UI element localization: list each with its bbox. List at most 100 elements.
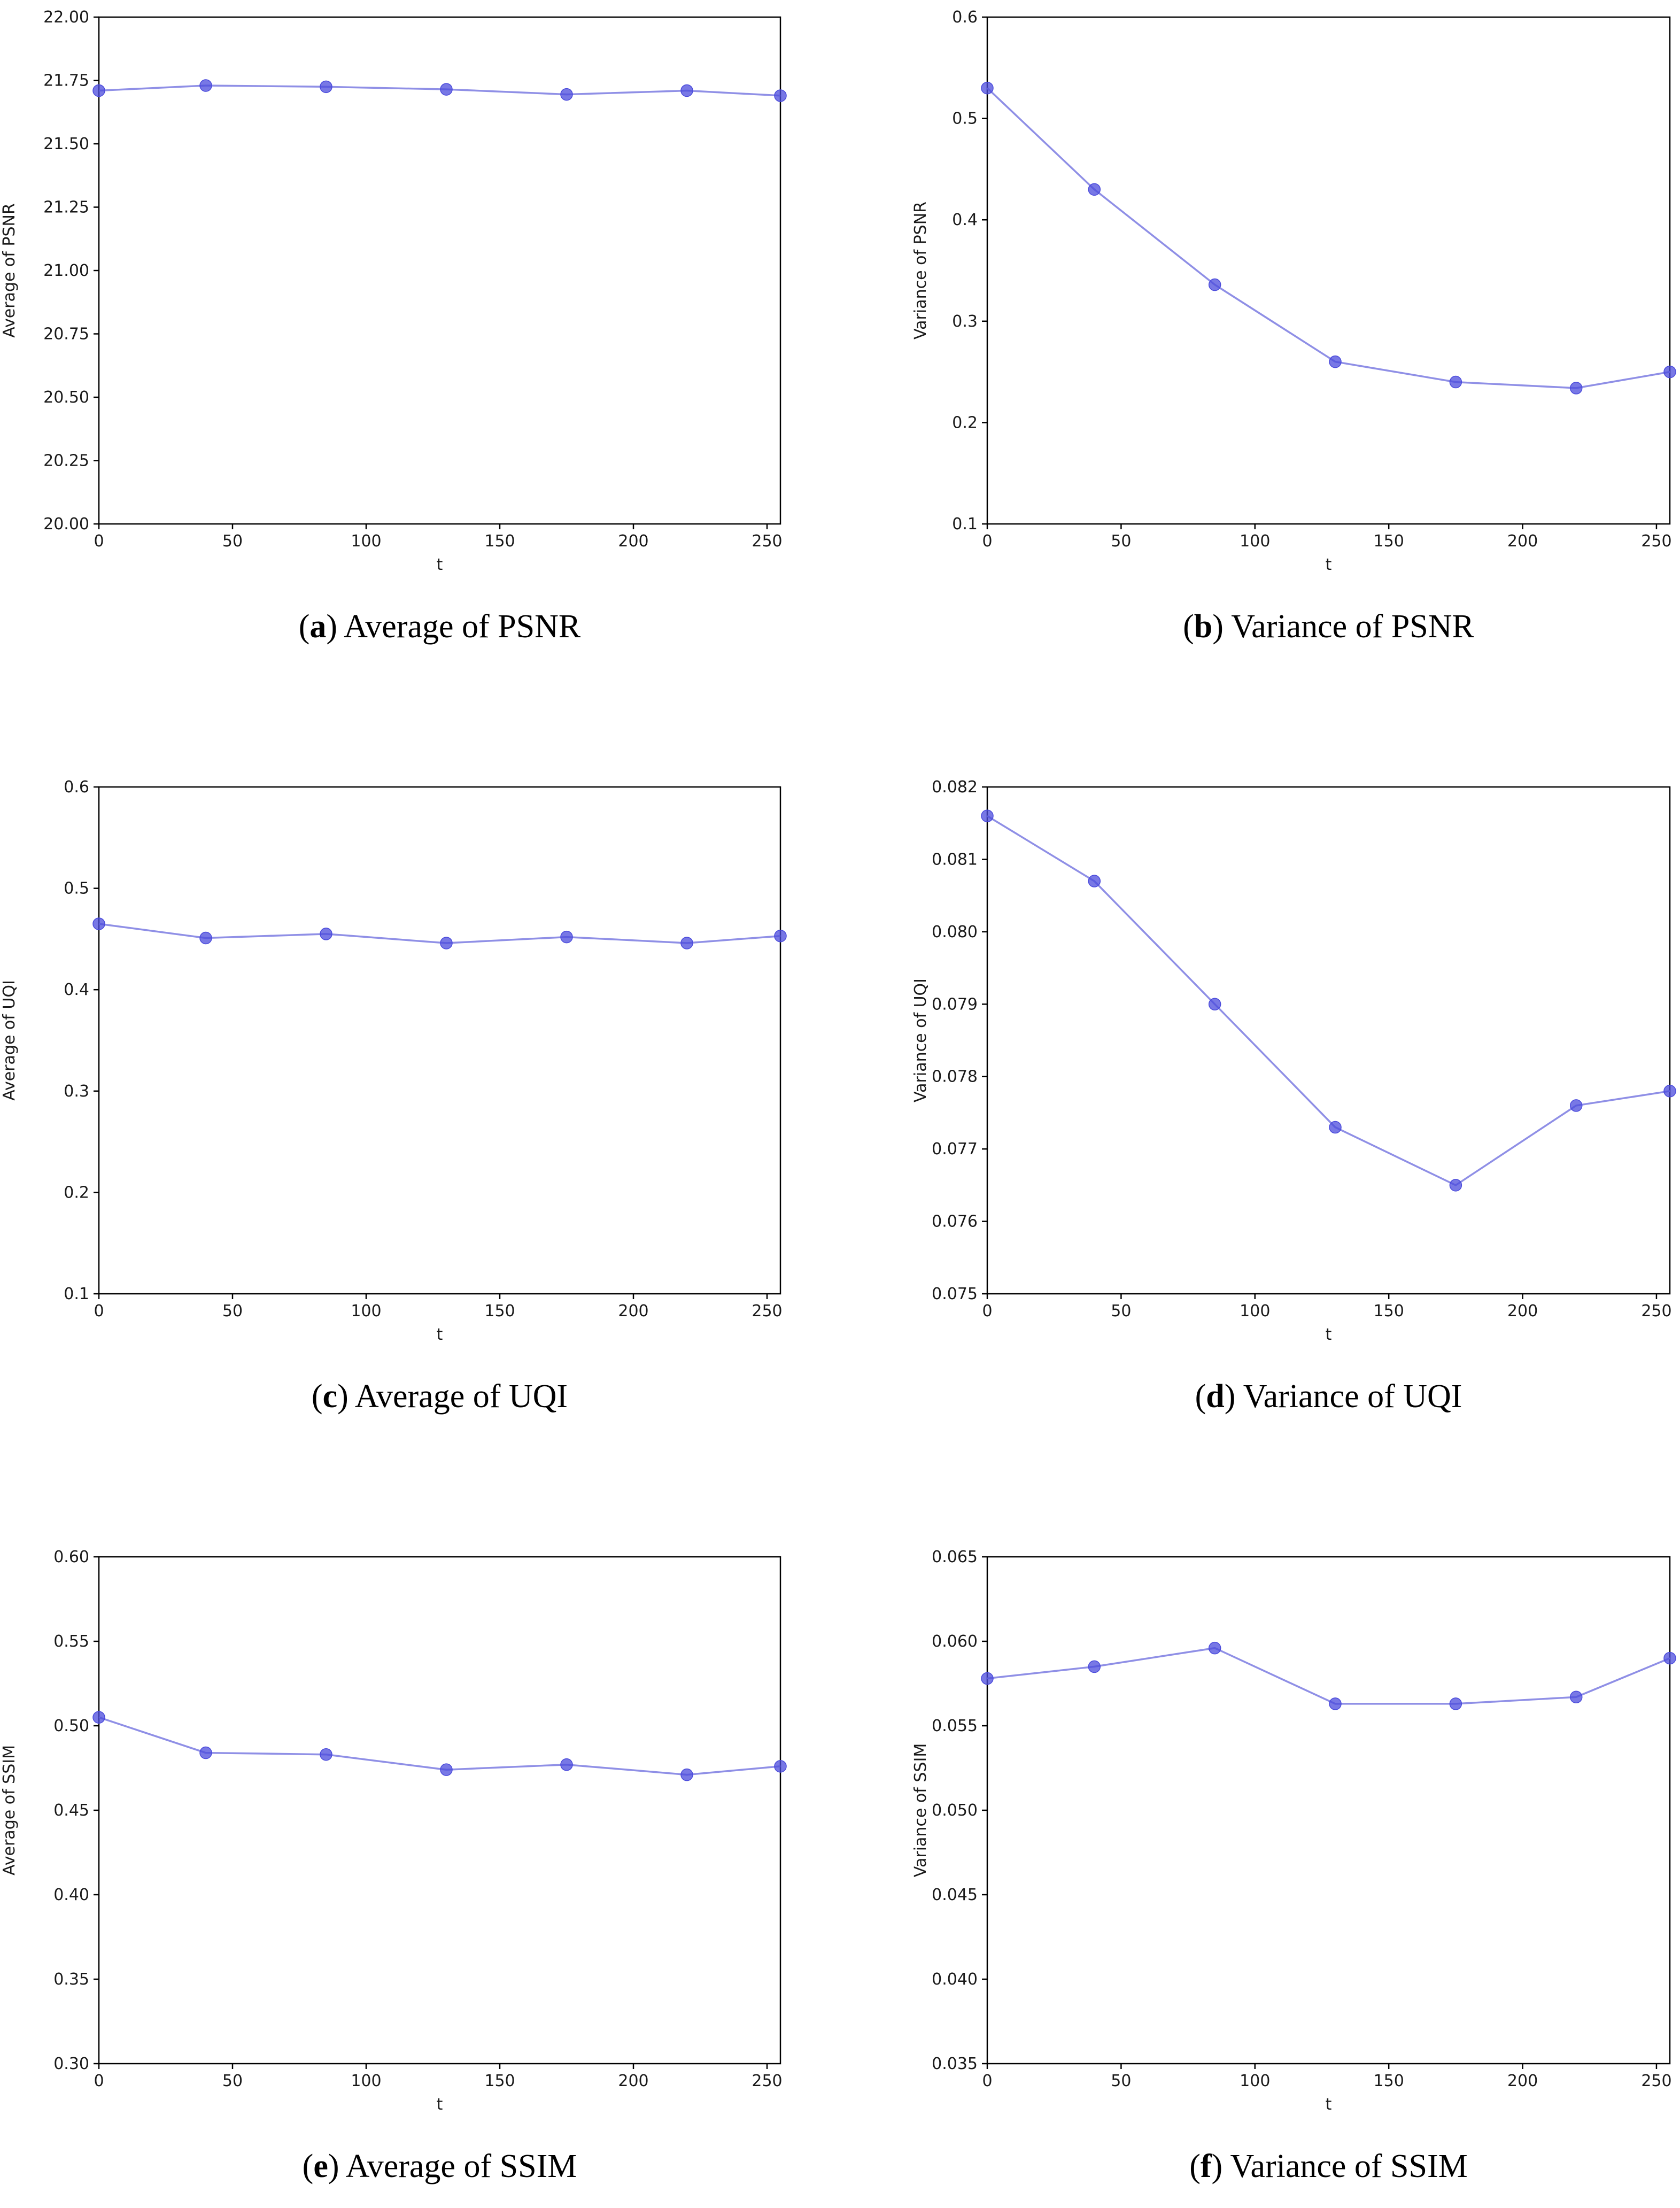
- x-tick-label: 50: [1111, 532, 1131, 551]
- x-tick-label: 150: [1374, 1302, 1404, 1321]
- y-tick-label: 0.077: [932, 1140, 978, 1159]
- plot-frame: [986, 786, 1671, 1295]
- data-point: [560, 88, 573, 101]
- x-tick-label: 50: [222, 1302, 243, 1321]
- data-point: [1329, 355, 1342, 368]
- panel-caption: (d) Variance of UQI: [1195, 1378, 1462, 1415]
- x-tick-label: 0: [94, 532, 104, 551]
- data-point: [320, 1748, 332, 1761]
- caption-text: Average of PSNR: [344, 608, 581, 645]
- data-point: [199, 1746, 212, 1759]
- panel-caption: (f) Variance of SSIM: [1189, 2148, 1468, 2184]
- data-point: [1569, 382, 1583, 395]
- data-point: [680, 84, 693, 97]
- data-point: [199, 79, 212, 92]
- x-tick-label: 100: [1240, 532, 1270, 551]
- caption-letter: c: [323, 1378, 338, 1415]
- chart-panel-e: 0 50 100 150 200 250 0.30 0.35 0.40 0.45 0.50 0.55 0…: [0, 1548, 787, 2184]
- x-tick-label: 0: [982, 2072, 992, 2090]
- caption-letter: f: [1201, 2148, 1212, 2184]
- x-tick-label: 100: [351, 2072, 381, 2090]
- series-line: [986, 87, 1670, 389]
- chart-panel-a: 0 50 100 150 200 250 20.00 20.25 20.50 20.75 21.00…: [0, 8, 787, 645]
- y-tick-label: 0.055: [932, 1717, 978, 1735]
- y-tick-label: 0.078: [932, 1068, 978, 1086]
- caption-letter: e: [313, 2148, 328, 2184]
- data-point: [981, 81, 994, 95]
- y-tick-label: 21.00: [43, 261, 89, 280]
- x-tick-label: 150: [484, 532, 515, 551]
- data-point: [1663, 365, 1676, 379]
- data-point: [560, 1758, 573, 1771]
- panel-caption: (c) Average of UQI: [312, 1378, 568, 1415]
- y-tick-label: 21.25: [43, 198, 89, 217]
- data-point: [320, 928, 332, 940]
- x-tick-label: 200: [1507, 2072, 1538, 2090]
- x-tick-label: 50: [222, 532, 243, 551]
- x-tick-label: 150: [1374, 532, 1404, 551]
- plot-frame: [98, 16, 781, 525]
- x-tick-label: 100: [351, 532, 381, 551]
- y-tick-label: 20.00: [43, 515, 89, 534]
- x-axis-label: t: [1326, 555, 1332, 574]
- data-point: [774, 89, 787, 102]
- y-tick-label: 0.080: [932, 923, 978, 941]
- y-axis-label: Average of PSNR: [0, 203, 19, 338]
- data-point: [1663, 1651, 1676, 1665]
- y-tick-label: 0.30: [53, 2055, 89, 2073]
- data-point: [1208, 278, 1221, 291]
- x-tick-label: 200: [1507, 532, 1538, 551]
- caption-text: Average of UQI: [355, 1378, 568, 1415]
- data-point: [774, 1760, 787, 1773]
- x-tick-label: 200: [618, 2072, 648, 2090]
- x-axis-label: t: [437, 1325, 443, 1344]
- x-axis-label: t: [437, 2095, 443, 2114]
- y-tick-label: 0.2: [64, 1183, 89, 1202]
- y-tick-label: 0.5: [952, 110, 978, 128]
- data-point: [1208, 1641, 1221, 1655]
- y-tick-label: 0.076: [932, 1213, 978, 1231]
- chart-panel-f: 0 50 100 150 200 250 0.035 0.040 0.045 0.050 0.055…: [911, 1548, 1676, 2184]
- data-point: [1088, 875, 1101, 887]
- x-tick-label: 250: [1641, 1302, 1671, 1321]
- x-tick-label: 0: [94, 2072, 104, 2090]
- x-tick-label: 150: [1374, 2072, 1404, 2090]
- x-tick-label: 0: [982, 532, 992, 551]
- y-tick-label: 0.065: [932, 1548, 978, 1566]
- y-tick-label: 21.50: [43, 135, 89, 153]
- y-tick-label: 0.081: [932, 850, 978, 869]
- x-tick-label: 200: [618, 1302, 648, 1321]
- x-axis-label: t: [1326, 1325, 1332, 1344]
- x-tick-label: 50: [1111, 2072, 1131, 2090]
- panel-caption: (a) Average of PSNR: [299, 608, 581, 645]
- data-point: [440, 1763, 453, 1776]
- series-line: [98, 1716, 781, 1776]
- y-axis-label: Average of UQI: [0, 980, 19, 1101]
- y-axis-label: Variance of SSIM: [911, 1743, 930, 1877]
- series-line: [987, 1647, 1670, 1705]
- y-tick-label: 20.50: [43, 388, 89, 407]
- x-tick-label: 250: [752, 1302, 782, 1321]
- y-tick-label: 0.082: [932, 778, 978, 797]
- x-tick-label: 100: [351, 1302, 381, 1321]
- y-tick-label: 0.075: [932, 1285, 978, 1303]
- data-point: [1329, 1697, 1342, 1710]
- x-tick-label: 150: [484, 2072, 515, 2090]
- data-point: [1088, 1660, 1101, 1673]
- data-point: [774, 929, 787, 943]
- y-tick-label: 0.50: [53, 1717, 89, 1735]
- data-point: [92, 917, 105, 930]
- caption-letter: b: [1194, 608, 1212, 645]
- data-point: [1449, 375, 1462, 389]
- data-point: [1088, 183, 1101, 196]
- y-tick-label: 0.1: [952, 515, 978, 534]
- plot-frame: [98, 1556, 781, 2065]
- y-tick-label: 0.6: [952, 8, 978, 27]
- plot-frame: [986, 1556, 1671, 2065]
- x-tick-label: 250: [752, 532, 782, 551]
- data-point: [981, 1672, 994, 1685]
- x-axis-label: t: [1326, 2095, 1332, 2114]
- x-tick-label: 250: [1641, 532, 1671, 551]
- y-tick-label: 0.4: [952, 211, 978, 229]
- x-tick-label: 50: [222, 2072, 243, 2090]
